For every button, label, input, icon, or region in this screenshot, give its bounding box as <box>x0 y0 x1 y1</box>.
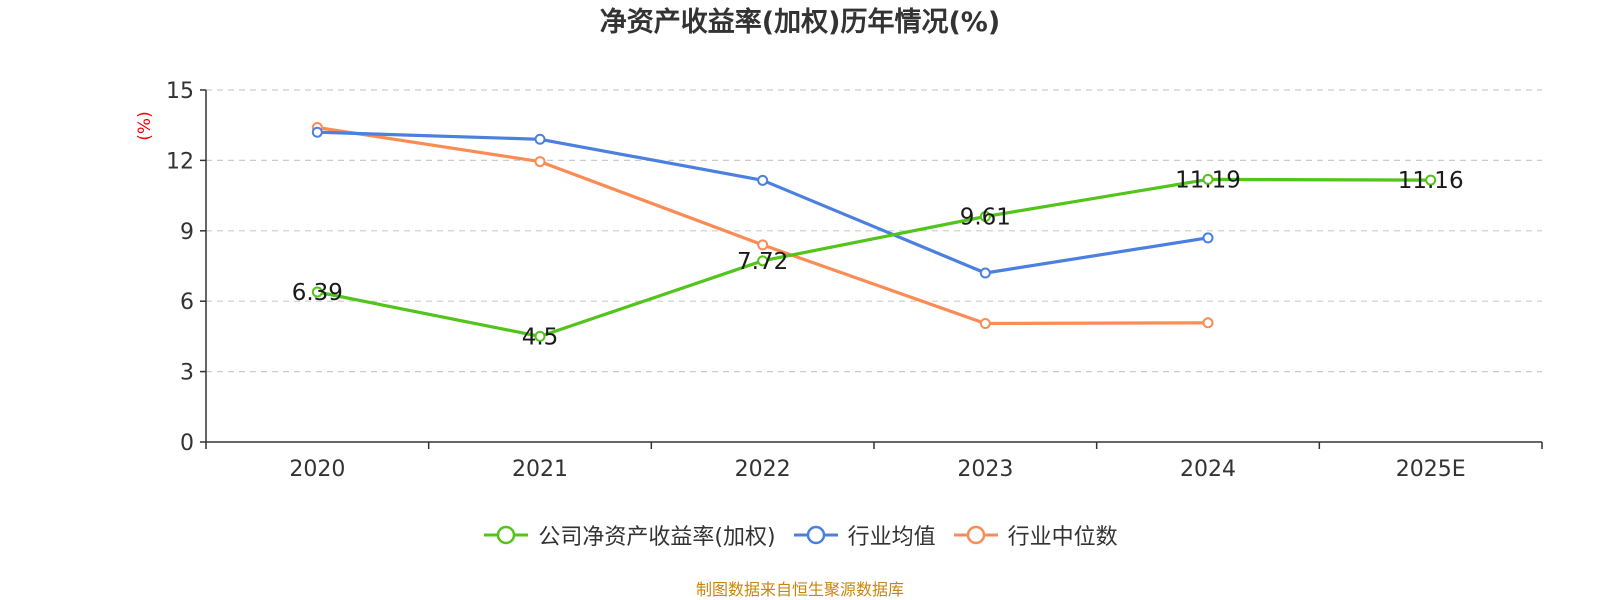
x-tick-label: 2021 <box>512 457 568 482</box>
data-point <box>534 133 546 145</box>
legend-line-icon <box>484 525 529 545</box>
legend-label: 行业均值 <box>847 525 936 550</box>
data-point <box>979 317 991 329</box>
data-label: 11.19 <box>1175 167 1241 193</box>
data-point <box>979 210 991 222</box>
data-point <box>757 239 769 251</box>
legend-label: 公司净资产收益率(加权) <box>538 525 776 550</box>
data-point <box>1202 173 1214 185</box>
x-tick-label: 2024 <box>1180 457 1236 482</box>
data-point <box>757 174 769 186</box>
source-footer: 制图数据来自恒生聚源数据库 <box>695 580 904 599</box>
legend-marker <box>966 525 985 545</box>
data-point <box>311 286 323 298</box>
chart-title: 净资产收益率(加权)历年情况(%) <box>599 7 1001 38</box>
legend-item[interactable]: 公司净资产收益率(加权) <box>482 519 776 551</box>
data-point <box>1202 232 1214 244</box>
y-axis-title: (%) <box>135 111 155 140</box>
data-point <box>1202 317 1214 329</box>
axes: 0 3 6 9 12 15 2020 2021 2022 2023 2024 2025E (%) <box>135 79 1543 482</box>
grid-lines <box>206 89 1542 373</box>
x-tick-label: 2022 <box>735 457 791 482</box>
data-point <box>534 156 546 168</box>
y-tick-label: 9 <box>180 220 194 245</box>
x-tick-label: 2025E <box>1396 457 1466 482</box>
y-tick-label: 15 <box>166 79 194 104</box>
series-lines <box>315 125 1433 338</box>
data-labels: 6.39 4.5 7.72 9.61 11.19 11.16 <box>292 167 1464 350</box>
data-point <box>534 330 546 342</box>
legend: 公司净资产收益率(加权) 行业均值 行业中位数 <box>0 518 1600 552</box>
legend-marker <box>497 525 516 545</box>
data-point <box>757 255 769 267</box>
series-points <box>311 122 1437 342</box>
x-tick-label: 2023 <box>957 457 1013 482</box>
legend-line-icon <box>793 525 838 545</box>
legend-item[interactable]: 行业中位数 <box>952 519 1118 551</box>
data-label: 6.39 <box>292 280 343 306</box>
y-tick-label: 3 <box>180 361 194 386</box>
legend-item[interactable]: 行业均值 <box>792 519 936 551</box>
y-tick-label: 6 <box>180 290 194 315</box>
data-label: 9.61 <box>960 204 1011 230</box>
x-tick-label: 2020 <box>289 457 345 482</box>
data-label: 4.5 <box>522 324 559 350</box>
data-point <box>311 126 323 138</box>
data-point <box>1425 174 1437 186</box>
y-tick-label: 12 <box>166 149 194 174</box>
legend-marker <box>806 525 825 545</box>
y-tick-label: 0 <box>180 431 194 456</box>
data-point <box>979 267 991 279</box>
series-line <box>315 177 1433 338</box>
data-label: 7.72 <box>737 249 788 275</box>
data-label: 11.16 <box>1398 168 1464 194</box>
legend-label: 行业中位数 <box>1007 525 1118 550</box>
legend-line-icon <box>953 525 998 545</box>
series-line <box>315 125 1210 326</box>
